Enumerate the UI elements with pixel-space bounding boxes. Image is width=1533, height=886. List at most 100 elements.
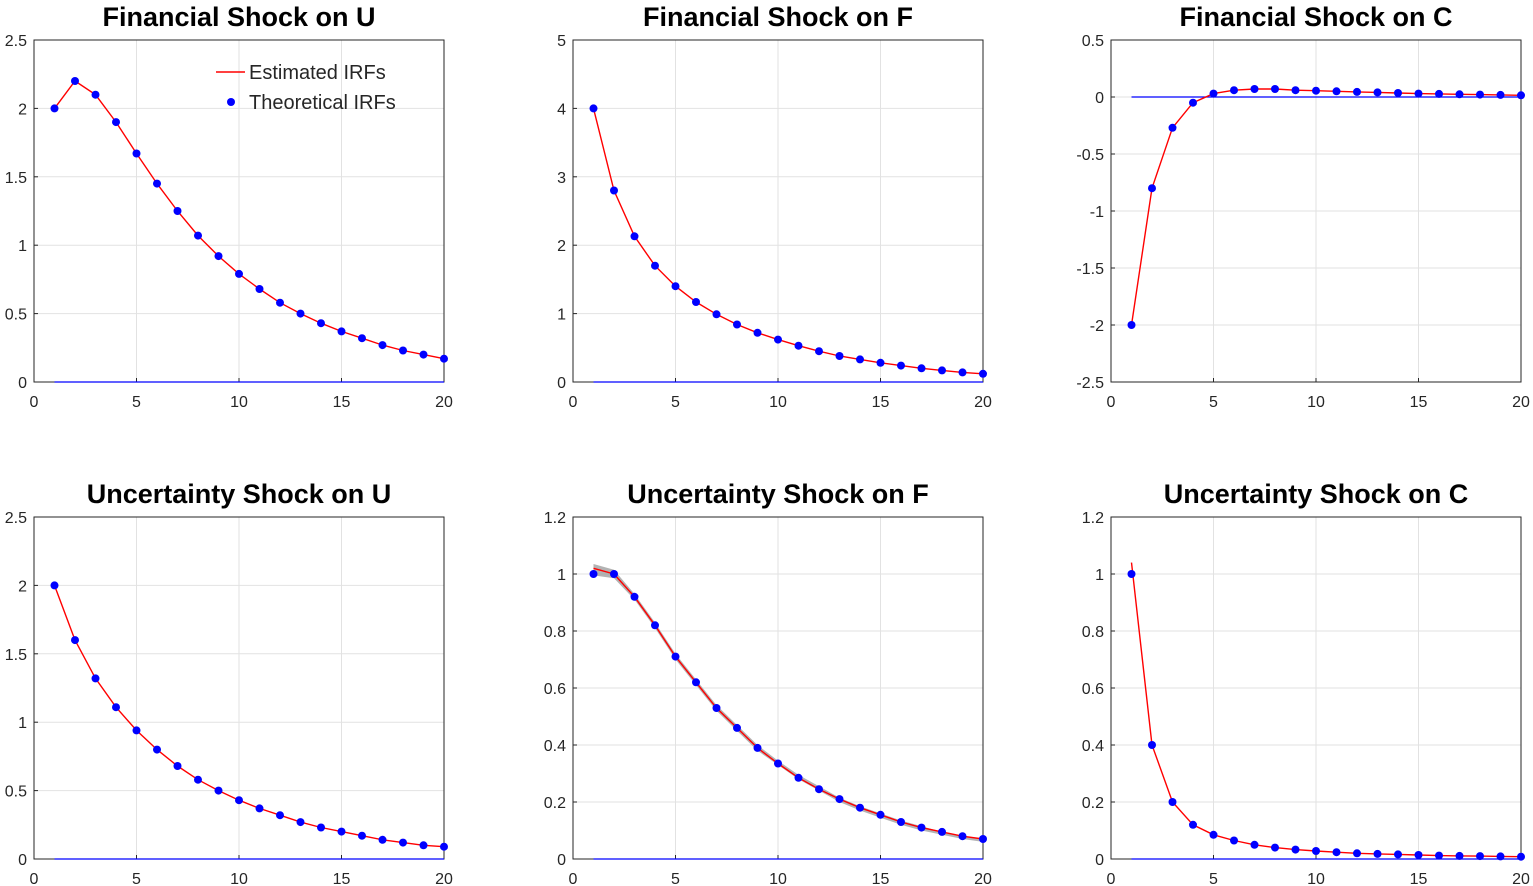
theoretical-irf-point: [1209, 830, 1218, 839]
legend-theoretical-swatch: [227, 98, 235, 106]
theoretical-irf-point: [712, 310, 721, 319]
theoretical-irf-point: [1414, 89, 1423, 98]
subplot-title: Uncertainty Shock on C: [1164, 479, 1469, 509]
x-tick-label: 0: [569, 394, 578, 411]
theoretical-irf-point: [774, 759, 782, 768]
theoretical-irf-point: [1332, 87, 1341, 96]
y-tick-label: 2.5: [5, 510, 27, 527]
estimated-irf-line: [1130, 562, 1522, 858]
theoretical-irf-point: [440, 354, 448, 363]
y-tick-label: 2.5: [5, 33, 27, 50]
theoretical-irf-point: [917, 823, 926, 832]
x-tick-label: 5: [671, 871, 680, 886]
theoretical-irf-point: [235, 269, 243, 278]
subplot-1: 0 5 10 15 20 0 0.5 1 1.5 2 2.5 Financial Shock on U: [5, 2, 453, 411]
theoretical-irf-point: [1414, 851, 1423, 859]
y-tick-label: 0.5: [5, 784, 27, 801]
x-tick-label: 5: [1209, 394, 1218, 411]
y-tick-label: 0.4: [1082, 738, 1104, 755]
theoretical-irf-point: [610, 570, 618, 578]
theoretical-irf-point: [917, 364, 926, 373]
y-tick-label: 3: [557, 170, 566, 187]
theoretical-irf-point: [358, 831, 366, 840]
x-tick-label: 10: [769, 394, 787, 411]
theoretical-irf-point: [1209, 89, 1218, 98]
theoretical-irf-point: [1250, 840, 1259, 849]
theoretical-irf-point: [876, 810, 885, 819]
theoretical-irf-point: [91, 90, 100, 99]
x-tick-label: 20: [974, 394, 992, 411]
theoretical-irf-point: [132, 149, 141, 158]
y-tick-label: -1: [1090, 204, 1104, 221]
theoretical-irf-point: [440, 842, 448, 851]
theoretical-irf-point: [1291, 845, 1300, 854]
theoretical-irf-point: [50, 581, 59, 590]
estimated-irf-line: [593, 567, 984, 840]
theoretical-irf-point: [255, 285, 264, 293]
x-tick-label: 15: [333, 871, 351, 886]
y-tick-label: 0.6: [1082, 681, 1104, 698]
theoretical-irf-point: [399, 346, 407, 355]
theoretical-irf-point: [794, 773, 803, 782]
theoretical-irf-point: [835, 795, 844, 804]
theoretical-irf-point: [815, 785, 823, 794]
theoretical-irf-point: [876, 358, 885, 367]
theoretical-irf-point: [1455, 90, 1464, 99]
subplot-title: Uncertainty Shock on F: [627, 479, 929, 509]
theoretical-irf-point: [733, 723, 741, 732]
y-tick-label: -2.5: [1076, 375, 1104, 392]
subplot-title: Financial Shock on C: [1179, 2, 1452, 32]
y-tick-label: -0.5: [1076, 147, 1104, 164]
theoretical-irf-point: [399, 838, 407, 847]
y-tick-label: 1.5: [5, 170, 27, 187]
y-tick-label: 4: [557, 101, 566, 118]
theoretical-irf-point: [1168, 123, 1177, 132]
theoretical-irf-point: [1373, 88, 1382, 97]
theoretical-irf-point: [1271, 85, 1279, 93]
theoretical-irf-point: [337, 827, 346, 836]
theoretical-irf-point: [235, 796, 243, 805]
confidence-band: [593, 564, 983, 842]
theoretical-irf-point: [419, 841, 428, 850]
y-tick-label: 0.8: [1082, 624, 1104, 641]
theoretical-irf-point: [378, 835, 387, 844]
x-tick-label: 20: [435, 394, 453, 411]
theoretical-irf-point: [938, 827, 946, 836]
theoretical-irf-point: [1496, 90, 1505, 99]
theoretical-irf-point: [712, 704, 721, 712]
y-tick-label: 1: [557, 307, 566, 324]
x-tick-label: 15: [872, 394, 890, 411]
theoretical-irf-point: [1271, 843, 1279, 852]
subplot-5: 0 5 10 15 20 0 0.2 0.4 0.6 0.8 1 1.2 Uncertainty Sho…: [544, 479, 992, 886]
subplot-4: 0 5 10 15 20 0 0.5 1 1.5 2 2.5 Uncertainty Shock on…: [5, 479, 453, 886]
theoretical-irf-point: [1394, 850, 1402, 859]
theoretical-irf-point: [692, 678, 700, 687]
theoretical-irf-point: [897, 818, 905, 826]
theoretical-irf-point: [1353, 849, 1361, 858]
theoretical-irf-point: [651, 621, 659, 630]
theoretical-irf-point: [671, 282, 680, 291]
x-tick-label: 10: [230, 871, 248, 886]
x-tick-label: 0: [569, 871, 578, 886]
y-tick-label: 1: [18, 715, 27, 732]
theoretical-irf-point: [276, 811, 284, 820]
y-tick-label: -1.5: [1076, 261, 1104, 278]
theoretical-irf-point: [1148, 184, 1156, 193]
theoretical-irf-point: [630, 592, 639, 601]
x-tick-label: 10: [230, 394, 248, 411]
x-tick-label: 15: [872, 871, 890, 886]
y-tick-label: 1: [557, 567, 566, 584]
subplot-title: Uncertainty Shock on U: [87, 479, 392, 509]
subplot-title: Financial Shock on U: [102, 2, 375, 32]
legend-theoretical-label: Theoretical IRFs: [249, 92, 396, 114]
x-tick-label: 20: [974, 871, 992, 886]
theoretical-irf-point: [1230, 86, 1238, 95]
theoretical-irf-point: [194, 231, 202, 240]
theoretical-irf-point: [317, 319, 325, 328]
theoretical-irf-point: [194, 775, 202, 784]
theoretical-irf-point: [1189, 98, 1197, 107]
theoretical-irf-point: [610, 186, 618, 195]
y-tick-label: 0: [557, 852, 566, 869]
theoretical-irf-point: [979, 369, 987, 378]
theoretical-irf-point: [1455, 851, 1464, 860]
